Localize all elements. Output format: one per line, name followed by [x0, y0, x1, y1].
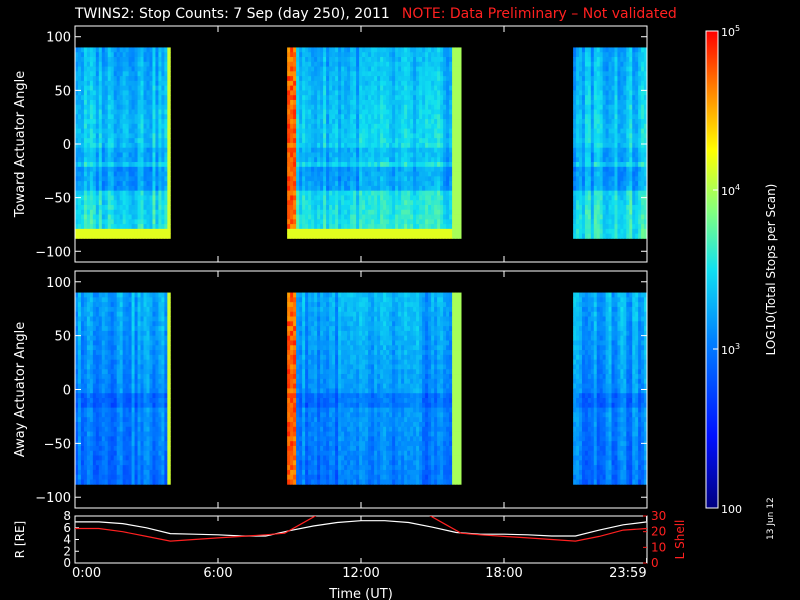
colorbar: 105 104 103 100 LOG10(Total Stops per Scan): [705, 24, 778, 516]
y-tick-label: −50: [44, 192, 71, 207]
left-tick-label: 4: [63, 533, 71, 547]
x-tick-label: 6:00: [203, 566, 232, 581]
x-tick-label: 23:59: [609, 566, 646, 581]
heatmap-block: [75, 292, 171, 485]
colorbar-gradient: [705, 30, 719, 509]
chart-title: TWINS2: Stop Counts: 7 Sep (day 250), 20…: [75, 6, 677, 22]
y-tick-label: −50: [44, 437, 71, 452]
right-axis-label: L Shell: [673, 520, 687, 560]
panels: 100 50 0 −50 −100 Toward Actuator Angle 100 50 0…: [13, 25, 648, 509]
y-axis-label: Toward Actuator Angle: [13, 71, 28, 218]
left-axis-label: R [RE]: [13, 521, 27, 558]
colorbar-tick-label: 105: [721, 24, 740, 39]
left-tick-label: 8: [63, 509, 71, 523]
y-tick-label: 0: [63, 384, 71, 399]
right-tick-label: 10: [651, 540, 666, 554]
y-tick-label: −100: [35, 491, 71, 506]
colorbar-label: LOG10(Total Stops per Scan): [764, 184, 778, 356]
date-stamp: 13 Jun 12: [766, 497, 776, 540]
y-tick-label: 100: [46, 276, 71, 291]
x-tick-label: 18:00: [485, 566, 522, 581]
colorbar-tick-label: 100: [721, 503, 742, 516]
heatmap-panel-1: 100 50 0 −50 −100 Toward Actuator Angle: [13, 25, 648, 263]
heatmap-block: [573, 47, 648, 239]
heatmap-block: [573, 292, 648, 485]
left-tick-label: 0: [63, 556, 71, 570]
left-tick-label: 6: [63, 521, 71, 535]
right-tick-label: 0: [651, 556, 659, 570]
heatmap-block: [287, 47, 462, 239]
colorbar-tick-label: 103: [721, 342, 740, 357]
preliminary-note: NOTE: Data Preliminary – Not validated: [401, 6, 677, 22]
title-text: TWINS2: Stop Counts: 7 Sep (day 250), 20…: [75, 6, 390, 22]
y-tick-label: 50: [54, 330, 71, 345]
x-axis-label: Time (UT): [328, 587, 393, 600]
right-tick-label: 20: [651, 525, 666, 539]
lshell-series-line: [75, 516, 647, 542]
colorbar-tick-label: 104: [721, 183, 740, 198]
r-series-line: [75, 520, 647, 537]
x-tick-label: 12:00: [342, 566, 379, 581]
heatmap-block: [75, 47, 171, 239]
right-tick-label: 30: [651, 509, 666, 523]
y-tick-label: −100: [35, 245, 71, 260]
left-tick-label: 2: [63, 544, 71, 558]
y-tick-label: 0: [63, 138, 71, 153]
y-tick-label: 100: [46, 31, 71, 46]
heatmap-panel-2: 100 50 0 −50 −100 Away Actuator Angle: [13, 270, 648, 509]
heatmap-block: [287, 292, 462, 485]
y-axis-label: Away Actuator Angle: [13, 322, 28, 457]
y-tick-label: 50: [54, 84, 71, 99]
x-tick-label: 0:00: [72, 566, 101, 581]
